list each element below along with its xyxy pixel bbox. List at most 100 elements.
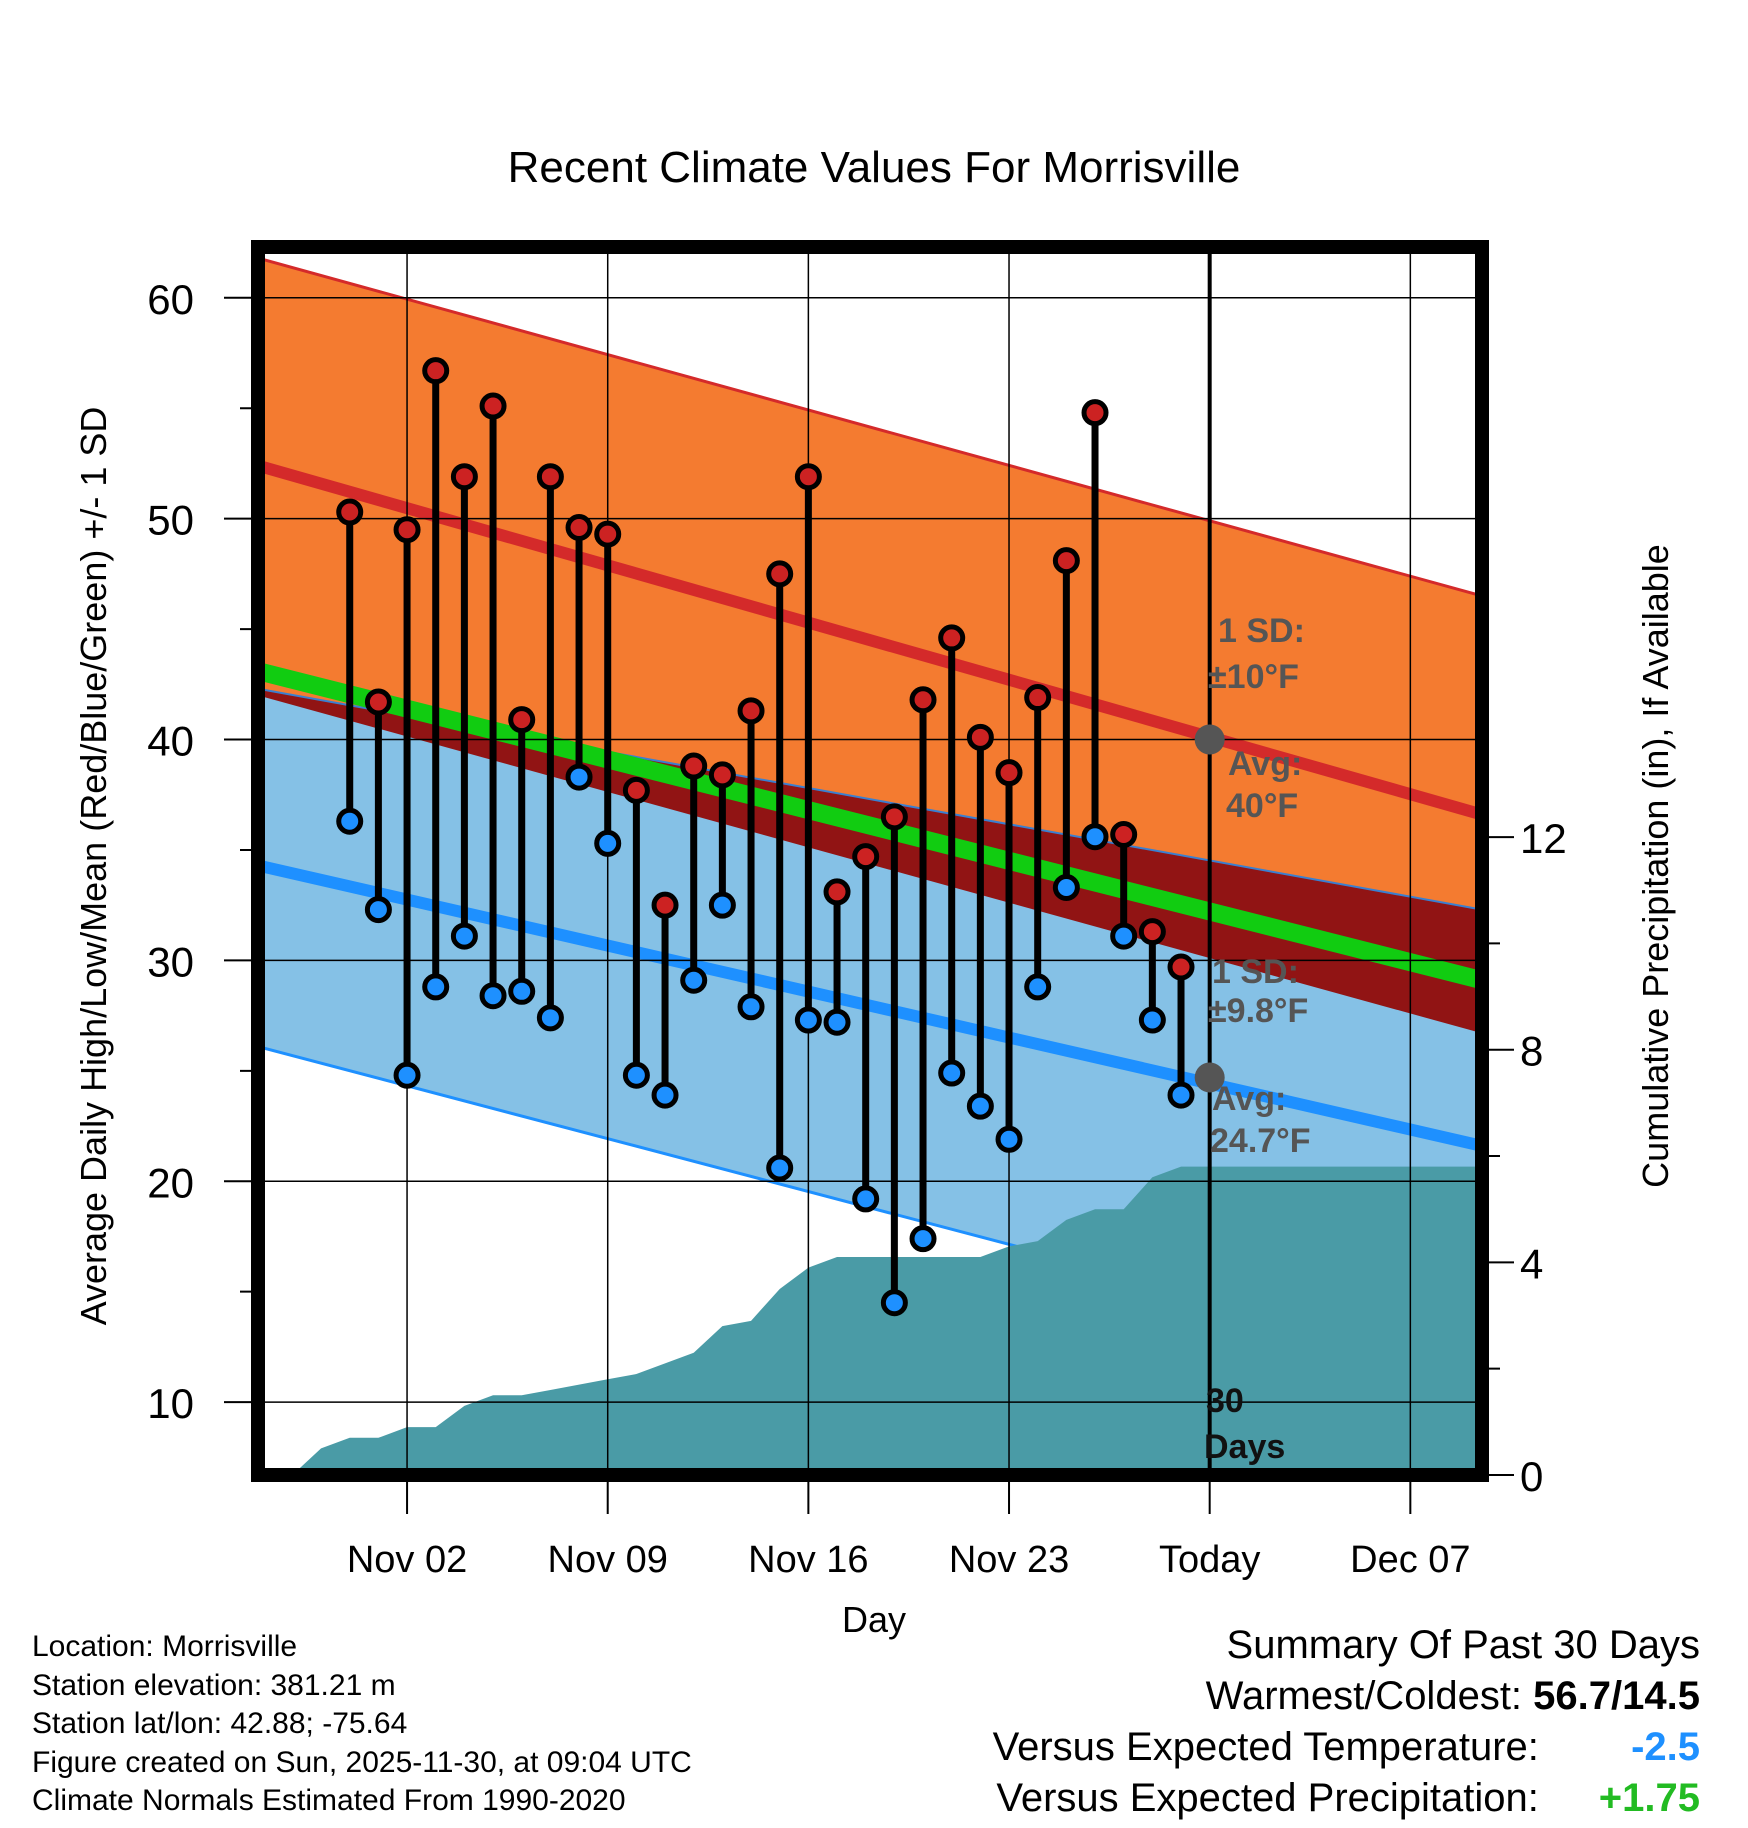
high-point — [1052, 547, 1080, 575]
axes: 10 20 30 40 50 60 0 4 8 12 Nov 02 Nov 09 Nov 16 Nov 2… — [147, 240, 1567, 1581]
high-point — [336, 498, 364, 526]
low-point — [938, 1059, 966, 1087]
low-point — [479, 982, 507, 1010]
low-point — [508, 977, 536, 1005]
days-count-label: 30 — [1206, 1382, 1244, 1420]
low-point — [852, 1185, 880, 1213]
y-tick-label: 40 — [147, 718, 194, 765]
high-avg-value: 40°F — [1226, 787, 1298, 825]
low-point — [680, 966, 708, 994]
y-right-tick-label: 8 — [1520, 1028, 1543, 1075]
high-avg-label: Avg: — [1228, 745, 1302, 783]
low-point — [966, 1092, 994, 1120]
high-sd-upper-line — [258, 256, 1482, 598]
low-point — [737, 993, 765, 1021]
x-tick-label: Dec 07 — [1350, 1539, 1470, 1581]
high-point — [766, 560, 794, 588]
low-point — [536, 1004, 564, 1032]
low-point — [364, 896, 392, 924]
high-sd-value: ±10°F — [1208, 658, 1299, 696]
high-point — [794, 463, 822, 491]
elevation-text: Station elevation: 381.21 m — [32, 1668, 396, 1702]
days-word-label: Days — [1204, 1428, 1285, 1466]
plot-frame — [251, 240, 1489, 1482]
x-tick-label: Nov 23 — [949, 1539, 1069, 1581]
high-point — [1138, 918, 1166, 946]
low-point — [1024, 973, 1052, 1001]
low-point — [1052, 874, 1080, 902]
chart-title: Recent Climate Values For Morrisville — [508, 143, 1241, 192]
high-point — [995, 759, 1023, 787]
warmest-label: Warmest/Coldest: — [1205, 1674, 1523, 1718]
x-tick-label: Nov 16 — [748, 1539, 868, 1581]
low-point — [823, 1008, 851, 1036]
precip-diff-value: +1.75 — [1598, 1776, 1700, 1820]
low-point — [622, 1061, 650, 1089]
x-axis-label: Day — [842, 1599, 906, 1640]
low-sd-label: 1 SD: — [1212, 953, 1299, 991]
summary-temp-row: Versus Expected Temperature: -2.5 — [993, 1722, 1700, 1773]
high-point — [966, 723, 994, 751]
high-point — [393, 516, 421, 544]
low-point — [1110, 922, 1138, 950]
y-right-tick-label: 0 — [1520, 1453, 1543, 1500]
temp-diff-label: Versus Expected Temperature: — [992, 1725, 1539, 1769]
annotations: 1 SD: ±10°F Avg: 40°F 1 SD: ±9.8°F Avg: … — [1204, 612, 1311, 1466]
y-right-tick-label: 12 — [1520, 815, 1567, 862]
high-point — [1024, 684, 1052, 712]
low-point — [708, 891, 736, 919]
y-right-tick-label: 4 — [1520, 1240, 1543, 1287]
high-point — [852, 843, 880, 871]
low-point — [565, 763, 593, 791]
low-point — [1167, 1081, 1195, 1109]
low-point — [766, 1154, 794, 1182]
low-point — [880, 1289, 908, 1317]
high-point — [422, 357, 450, 385]
low-point — [336, 807, 364, 835]
low-point — [422, 973, 450, 1001]
high-point — [364, 688, 392, 716]
high-point — [651, 891, 679, 919]
low-point — [393, 1061, 421, 1089]
x-tick-label: Nov 02 — [347, 1539, 467, 1581]
high-point — [450, 463, 478, 491]
high-point — [594, 520, 622, 548]
y-tick-label: 50 — [147, 497, 194, 544]
high-point — [708, 761, 736, 789]
low-point — [450, 922, 478, 950]
low-point — [909, 1225, 937, 1253]
x-tick-label: Nov 09 — [548, 1539, 668, 1581]
low-avg-value: 24.7°F — [1210, 1122, 1311, 1160]
x-tick-label: Today — [1159, 1539, 1260, 1581]
summary-title: Summary Of Past 30 Days — [1226, 1623, 1700, 1667]
high-point — [909, 686, 937, 714]
y-tick-label: 10 — [147, 1380, 194, 1427]
summary-warmest-row: Warmest/Coldest: 56.7/14.5 — [993, 1671, 1700, 1722]
high-point — [938, 624, 966, 652]
latlon-text: Station lat/lon: 42.88; -75.64 — [32, 1707, 408, 1740]
location-text: Location: Morrisville — [32, 1630, 298, 1663]
high-point — [508, 706, 536, 734]
precip-diff-label: Versus Expected Precipitation: — [996, 1776, 1539, 1820]
low-point — [1081, 823, 1109, 851]
low-point — [995, 1125, 1023, 1153]
low-avg-label: Avg: — [1212, 1080, 1286, 1118]
y-tick-label: 30 — [147, 938, 194, 985]
temp-diff-value: -2.5 — [1631, 1725, 1700, 1769]
y-tick-label: 60 — [147, 276, 194, 323]
warmest-value: 56.7/14.5 — [1533, 1674, 1700, 1718]
high-point — [565, 513, 593, 541]
high-point — [536, 463, 564, 491]
high-point — [622, 776, 650, 804]
low-sd-value: ±9.8°F — [1208, 992, 1308, 1030]
high-point — [1110, 820, 1138, 848]
high-point — [1167, 953, 1195, 981]
high-point — [1081, 399, 1109, 427]
created-text: Figure created on Sun, 2025-11-30, at 09… — [32, 1745, 692, 1779]
y-axis-left-label: Average Daily High/Low/Mean (Red/Blue/Gr… — [73, 407, 114, 1326]
low-point — [794, 1006, 822, 1034]
low-point — [594, 829, 622, 857]
low-point — [651, 1081, 679, 1109]
high-point — [479, 392, 507, 420]
